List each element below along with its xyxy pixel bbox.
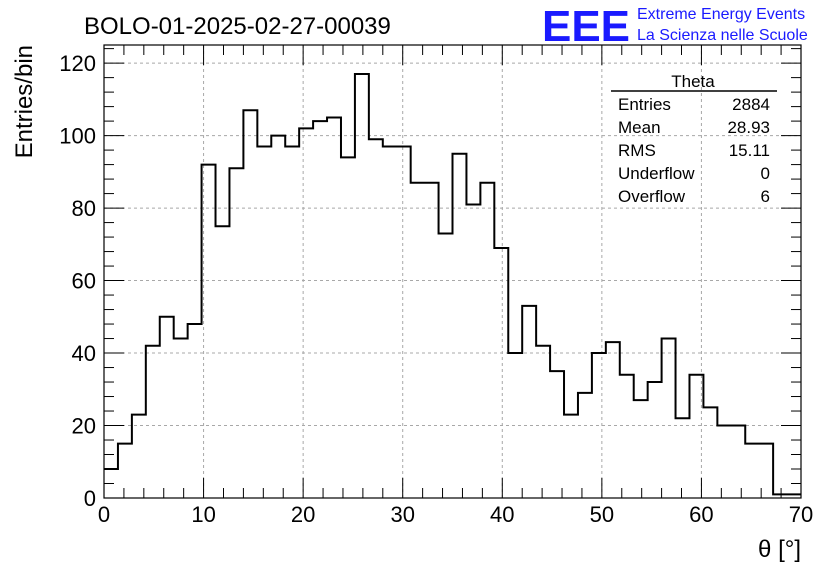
chart-title: BOLO-01-2025-02-27-00039 [84,13,391,40]
x-axis-label: θ [°] [758,536,801,563]
y-tick-label: 0 [84,486,96,511]
axis-ticks [103,45,802,499]
logo-line-2: La Scienza nelle Scuole [637,27,808,44]
logo-line-1: Extreme Energy Events [637,6,805,23]
x-tick-label: 70 [789,502,813,527]
stats-row-label: RMS [618,141,656,160]
plot-frame [103,44,802,499]
stats-row-value: 6 [761,187,770,206]
y-tick-labels: 0 20 40 60 80 100 120 [59,51,96,511]
x-tick-label: 10 [191,502,215,527]
stats-row-label: Entries [618,95,671,114]
x-tick-label: 60 [689,502,713,527]
stats-rows: Entries 2884 Mean 28.93 RMS 15.11 Underflow 0 Ov… [618,95,770,206]
eee-logo: EEE Extreme Energy Events La Scienza nel… [542,2,808,51]
stats-row-label: Underflow [618,164,695,183]
stats-row-value: 28.93 [727,118,770,137]
histogram-line [104,72,801,496]
y-tick-label: 40 [72,341,96,366]
x-tick-label: 30 [390,502,414,527]
stats-row-value: 0 [761,164,770,183]
stats-title: Theta [671,72,715,91]
x-tick-label: 40 [490,502,514,527]
y-tick-label: 80 [72,196,96,221]
x-tick-label: 50 [590,502,614,527]
stats-row-label: Overflow [618,187,686,206]
stats-row-label: Mean [618,118,661,137]
x-tick-label: 20 [291,502,315,527]
y-tick-label: 100 [59,124,96,149]
x-tick-labels: 0 10 20 30 40 50 60 70 [98,502,813,527]
y-tick-label: 120 [59,51,96,76]
y-axis-label: Entries/bin [11,45,38,158]
stats-row-value: 15.11 [729,141,770,160]
y-tick-label: 60 [72,269,96,294]
stats-box: Theta Entries 2884 Mean 28.93 RMS 15.11 Underf… [611,72,777,206]
x-tick-label: 0 [98,502,110,527]
y-tick-label: 20 [72,414,96,439]
grid-lines [104,45,801,498]
logo-mark: EEE [542,2,630,51]
stats-row-value: 2884 [732,95,770,114]
